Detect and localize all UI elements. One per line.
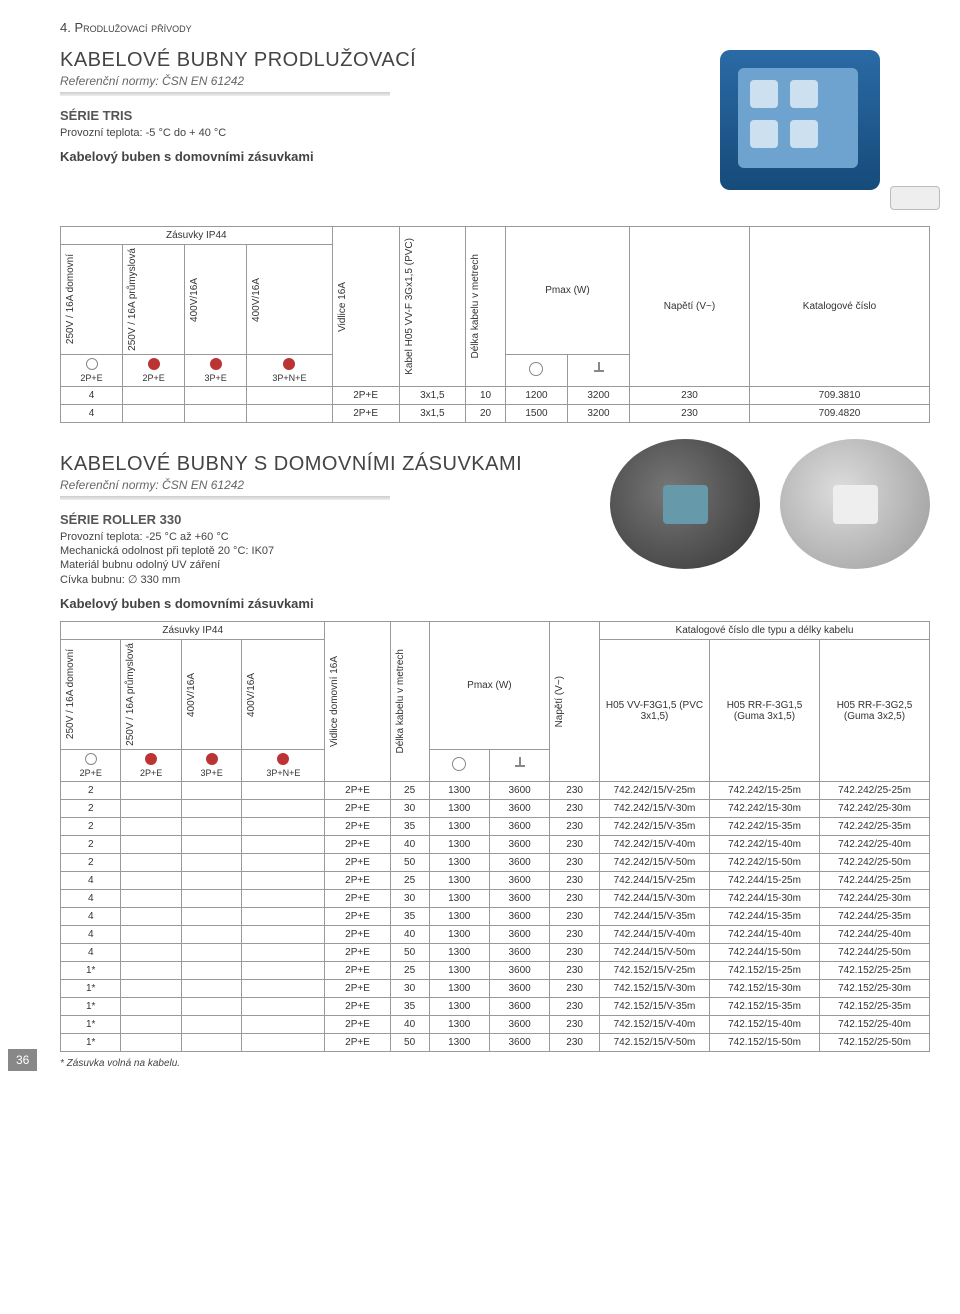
t2-col-vidlice: Vidlice domovní 16A xyxy=(329,656,340,747)
t1-col-kabel: Kabel H05 VV-F 3Gx1,5 (PVC) xyxy=(404,238,415,375)
t2-col-katalog: Katalogové číslo dle typu a délky kabelu xyxy=(600,622,930,640)
t1-col-delka: Délka kabelu v metrech xyxy=(470,254,481,359)
divider-2 xyxy=(60,496,390,500)
section1-norm: Referenční normy: ČSN EN 61242 xyxy=(60,74,670,88)
section2-subtitle: Kabelový buben s domovními zásuvkami xyxy=(60,596,600,611)
product-images-roller xyxy=(610,439,930,569)
t1-col-250p: 250V / 16A průmyslová xyxy=(127,248,138,351)
t2-col-pmax: Pmax (W) xyxy=(429,622,550,750)
t1-col-400a: 400V/16A xyxy=(189,278,200,322)
section2-l4: Cívka bubnu: ∅ 330 mm xyxy=(60,573,600,586)
t2-icon-400a: 3P+E xyxy=(181,750,241,782)
table-row: 1*2P+E2513003600230742.152/15/V-25m742.1… xyxy=(61,962,930,980)
table-row: 1*2P+E5013003600230742.152/15/V-50m742.1… xyxy=(61,1034,930,1052)
t2-group-socket: Zásuvky IP44 xyxy=(61,622,325,640)
chapter-heading: 4. Prodlužovací přívody xyxy=(60,20,670,35)
t2-sub-k3: H05 RR-F-3G2,5 (Guma 3x2,5) xyxy=(820,640,930,782)
section1-title: KABELOVÉ BUBNY PRODLUŽOVACÍ xyxy=(60,49,670,72)
table-row: 22P+E3513003600230742.242/15/V-35m742.24… xyxy=(61,818,930,836)
page-number: 36 xyxy=(8,1049,37,1071)
divider xyxy=(60,92,390,96)
t2-ground-icon xyxy=(489,750,549,782)
section2-norm: Referenční normy: ČSN EN 61242 xyxy=(60,478,600,492)
t2-col-250d: 250V / 16A domovní xyxy=(65,649,76,739)
t2-col-400b: 400V/16A xyxy=(246,673,257,717)
section2-series: SÉRIE ROLLER 330 xyxy=(60,512,600,527)
table-row: 22P+E5013003600230742.242/15/V-50m742.24… xyxy=(61,854,930,872)
table-row: 1*2P+E3513003600230742.152/15/V-35m742.1… xyxy=(61,998,930,1016)
t1-col-pmax: Pmax (W) xyxy=(505,227,629,355)
table-row: 1*2P+E4013003600230742.152/15/V-40m742.1… xyxy=(61,1016,930,1034)
product-image-tris xyxy=(670,20,930,220)
t2-spiral-icon xyxy=(429,750,489,782)
t1-icon-400a: 3P+E xyxy=(185,355,247,387)
t1-icon-400b: 3P+N+E xyxy=(247,355,332,387)
table-row: 42P+E5013003600230742.244/15/V-50m742.24… xyxy=(61,944,930,962)
table-row: 42P+E2513003600230742.244/15/V-25m742.24… xyxy=(61,872,930,890)
t2-col-delka: Délka kabelu v metrech xyxy=(395,649,406,754)
t2-col-250p: 250V / 16A průmyslová xyxy=(125,643,136,746)
table-row: 42P+E3513003600230742.244/15/V-35m742.24… xyxy=(61,908,930,926)
table-row: 42P+E3x1,52015003200230709.4820 xyxy=(61,405,930,423)
t1-col-napeti: Napětí (V~) xyxy=(630,227,750,387)
section2-l3: Materiál bubnu odolný UV záření xyxy=(60,559,600,571)
table-tris: Zásuvky IP44 Vidlice 16A Kabel H05 VV-F … xyxy=(60,226,930,423)
t2-icon-250p: 2P+E xyxy=(121,750,181,782)
t2-col-napeti: Napětí (V~) xyxy=(554,676,565,727)
t1-icon-250p: 2P+E xyxy=(123,355,185,387)
t1-col-vidlice: Vidlice 16A xyxy=(337,282,348,332)
t2-sub-k1: H05 VV-F3G1,5 (PVC 3x1,5) xyxy=(600,640,710,782)
section1-temp: Provozní teplota: -5 °C do + 40 °C xyxy=(60,127,670,139)
table-row: 22P+E3013003600230742.242/15/V-30m742.24… xyxy=(61,800,930,818)
section2-title: KABELOVÉ BUBNY S DOMOVNÍMI ZÁSUVKAMI xyxy=(60,453,600,476)
table-row: 42P+E3013003600230742.244/15/V-30m742.24… xyxy=(61,890,930,908)
t2-col-400a: 400V/16A xyxy=(186,673,197,717)
table-roller: Zásuvky IP44 Vidlice domovní 16A Délka k… xyxy=(60,621,930,1052)
t2-sub-k2: H05 RR-F-3G1,5 (Guma 3x1,5) xyxy=(710,640,820,782)
footnote: * Zásuvka volná na kabelu. xyxy=(60,1058,930,1069)
table-row: 42P+E3x1,51012003200230709.3810 xyxy=(61,387,930,405)
table-row: 22P+E4013003600230742.242/15/V-40m742.24… xyxy=(61,836,930,854)
section1-subtitle: Kabelový buben s domovními zásuvkami xyxy=(60,149,670,164)
t1-col-400b: 400V/16A xyxy=(251,278,262,322)
t1-icon-250d: 2P+E xyxy=(61,355,123,387)
t1-spiral-icon xyxy=(505,355,567,387)
t1-col-katalog: Katalogové číslo xyxy=(750,227,930,387)
t2-icon-250d: 2P+E xyxy=(61,750,121,782)
section2-l2: Mechanická odolnost při teplotě 20 °C: I… xyxy=(60,545,600,557)
t1-col-250d: 250V / 16A domovní xyxy=(65,254,76,344)
section1-series: SÉRIE TRIS xyxy=(60,108,670,123)
section2-l1: Provozní teplota: -25 °C až +60 °C xyxy=(60,531,600,543)
table-row: 1*2P+E3013003600230742.152/15/V-30m742.1… xyxy=(61,980,930,998)
table-row: 22P+E2513003600230742.242/15/V-25m742.24… xyxy=(61,782,930,800)
t2-icon-400b: 3P+N+E xyxy=(242,750,325,782)
t1-ground-icon xyxy=(568,355,630,387)
t1-group-socket: Zásuvky IP44 xyxy=(61,227,333,245)
table-row: 42P+E4013003600230742.244/15/V-40m742.24… xyxy=(61,926,930,944)
